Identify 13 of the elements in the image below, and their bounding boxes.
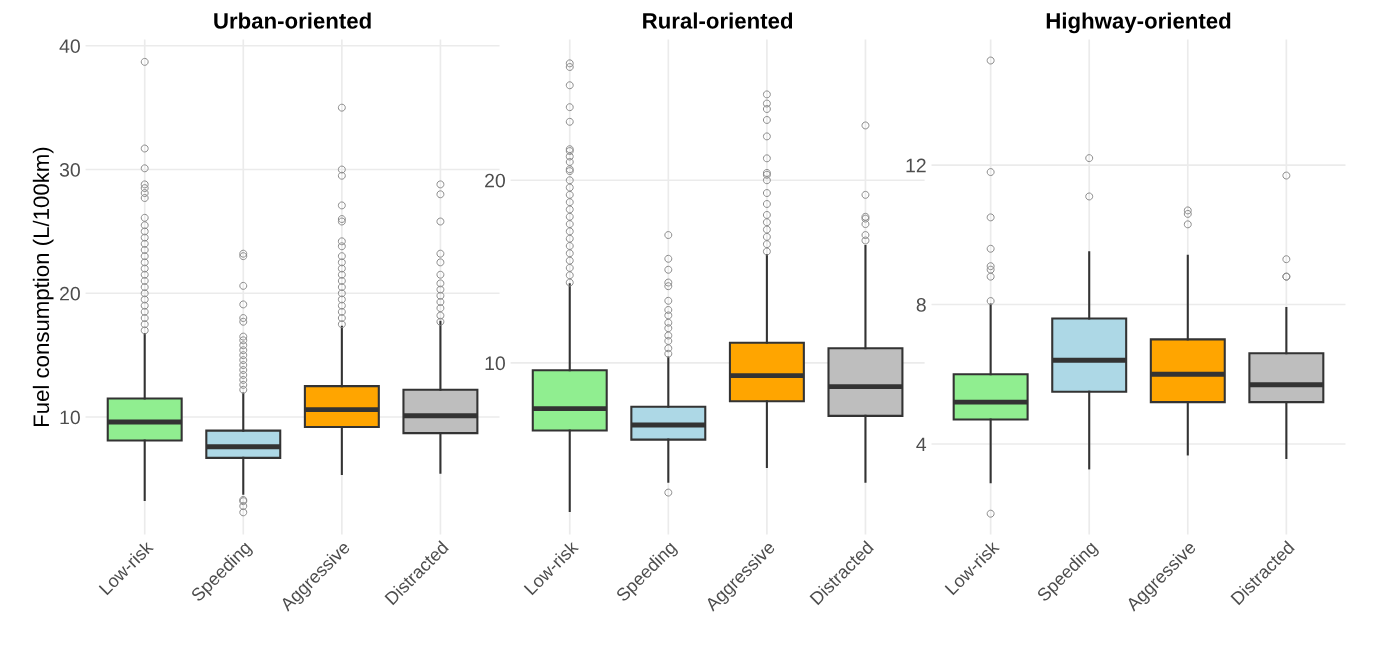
y-tick-label: 8 bbox=[916, 298, 926, 312]
y-tick-label: 40 bbox=[59, 39, 80, 54]
chart-title: Highway-oriented bbox=[1046, 12, 1231, 34]
y-tick-label: 4 bbox=[916, 437, 927, 452]
y-tick-label: 20 bbox=[485, 173, 505, 188]
y-tick-label: 10 bbox=[485, 356, 505, 371]
y-tick-label: 30 bbox=[59, 163, 80, 177]
y-axis-title: Fuel consumption (L/100km) bbox=[32, 147, 54, 427]
y-tick-label: 12 bbox=[906, 158, 926, 173]
chart-title: Rural-oriented bbox=[643, 12, 793, 29]
y-tick-label: 10 bbox=[60, 410, 80, 425]
y-tick-label: 20 bbox=[60, 286, 80, 301]
chart-title: Urban-oriented bbox=[214, 12, 371, 29]
